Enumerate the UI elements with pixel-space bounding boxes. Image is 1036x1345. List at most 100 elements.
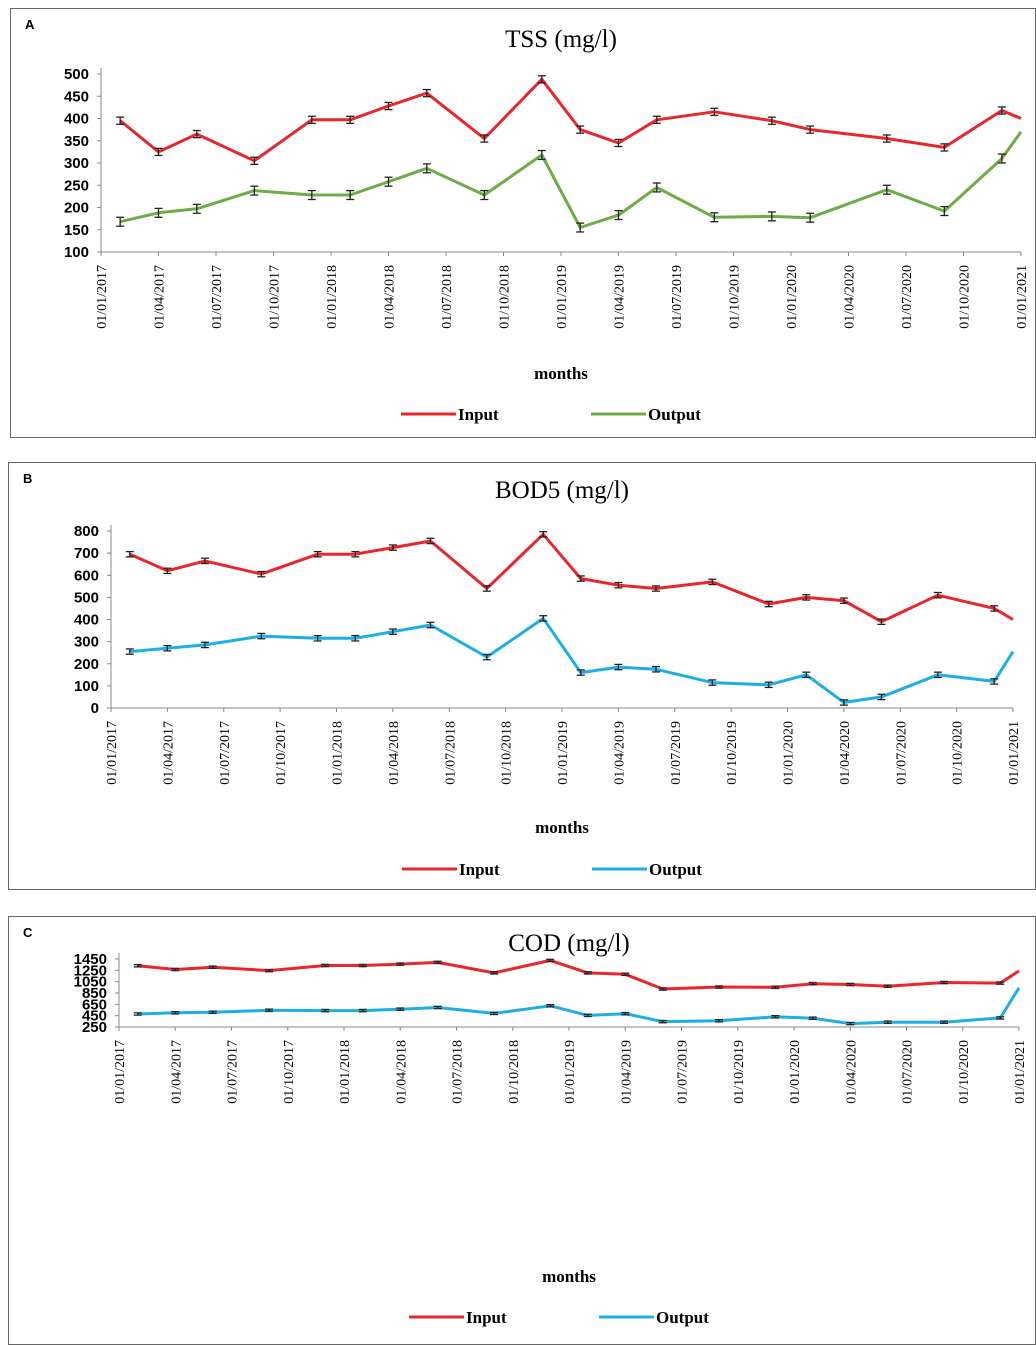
error-bar bbox=[877, 693, 886, 701]
error-bar bbox=[877, 618, 886, 626]
error-bar bbox=[652, 182, 661, 193]
x-tick-label: 01/10/2018 bbox=[507, 1040, 522, 1104]
error-bar bbox=[808, 1016, 817, 1020]
error-bar bbox=[265, 1008, 273, 1013]
x-tick-label: 01/01/2018 bbox=[331, 721, 346, 785]
error-bar bbox=[996, 981, 1005, 985]
x-tick-label: 01/04/2018 bbox=[383, 265, 398, 329]
chart-title: TSS (mg/l) bbox=[505, 26, 617, 53]
x-tick-label: 01/01/2019 bbox=[556, 721, 571, 785]
x-tick-label: 01/10/2017 bbox=[282, 1040, 297, 1104]
y-tick-label: 250 bbox=[82, 1019, 107, 1036]
error-bar bbox=[422, 88, 431, 98]
x-tick-label: 01/07/2020 bbox=[900, 265, 915, 329]
error-bar bbox=[846, 1021, 855, 1026]
error-bar bbox=[539, 615, 548, 622]
y-tick-label: 600 bbox=[74, 567, 99, 584]
legend-label: Input bbox=[459, 860, 500, 879]
error-bar bbox=[154, 207, 163, 218]
error-bar bbox=[651, 585, 660, 592]
error-bar bbox=[171, 967, 180, 972]
error-bar bbox=[614, 581, 623, 589]
error-bar bbox=[125, 648, 134, 655]
error-bar bbox=[658, 987, 667, 991]
error-bar bbox=[583, 1013, 592, 1018]
error-bar bbox=[614, 663, 623, 671]
legend-label: Output bbox=[656, 1308, 709, 1327]
y-tick-label: 100 bbox=[74, 678, 99, 695]
series-line bbox=[129, 616, 1015, 704]
error-bar bbox=[388, 628, 397, 635]
x-tick-label: 01/07/2019 bbox=[670, 265, 685, 329]
legend-label: Output bbox=[648, 405, 701, 424]
error-bar bbox=[433, 960, 442, 965]
error-bar bbox=[208, 965, 217, 969]
error-bar bbox=[839, 597, 848, 604]
error-bar bbox=[346, 189, 355, 201]
error-bar bbox=[116, 116, 125, 125]
error-bar bbox=[133, 1012, 142, 1016]
error-bar bbox=[163, 567, 172, 575]
x-tick-label: 01/07/2019 bbox=[676, 1040, 691, 1104]
error-bar bbox=[426, 537, 435, 545]
y-tick-label: 700 bbox=[74, 545, 99, 562]
error-bar bbox=[490, 1011, 498, 1016]
error-bar bbox=[576, 222, 585, 233]
error-bar bbox=[576, 669, 585, 676]
y-tick-label: 650 bbox=[82, 996, 107, 1013]
error-bar bbox=[715, 1018, 723, 1023]
error-bar bbox=[771, 1015, 780, 1019]
y-tick-label: 500 bbox=[74, 589, 99, 606]
error-bar bbox=[621, 1011, 630, 1016]
error-bar bbox=[388, 544, 397, 551]
error-bar bbox=[154, 147, 163, 157]
x-tick-label: 01/01/2018 bbox=[338, 1040, 353, 1104]
panel-label: B bbox=[23, 471, 32, 486]
error-bar bbox=[651, 665, 660, 673]
error-bar bbox=[358, 1008, 367, 1013]
error-bar bbox=[710, 107, 719, 117]
error-bar bbox=[265, 968, 273, 973]
error-bar bbox=[426, 621, 435, 629]
error-bar bbox=[163, 644, 172, 652]
y-tick-label: 1050 bbox=[74, 974, 107, 991]
error-bar bbox=[708, 578, 717, 586]
y-tick-label: 450 bbox=[82, 1008, 107, 1025]
error-bar bbox=[321, 963, 330, 968]
x-tick-label: 01/01/2020 bbox=[785, 265, 800, 329]
error-bar bbox=[422, 163, 431, 174]
x-tick-label: 01/10/2019 bbox=[725, 721, 740, 785]
error-bar bbox=[200, 641, 209, 649]
error-bar bbox=[250, 156, 259, 165]
error-bar bbox=[764, 600, 773, 608]
x-axis-label: months bbox=[542, 1267, 596, 1286]
x-tick-label: 01/01/2017 bbox=[113, 1040, 128, 1104]
legend-label: Output bbox=[649, 860, 702, 879]
chart-title: COD (mg/l) bbox=[508, 930, 630, 957]
x-tick-label: 01/04/2020 bbox=[843, 265, 858, 329]
y-tick-label: 450 bbox=[64, 88, 89, 105]
error-bar bbox=[802, 671, 811, 679]
x-tick-label: 01/07/2017 bbox=[226, 1040, 241, 1104]
panel-label: A bbox=[25, 17, 35, 32]
x-tick-label: 01/07/2018 bbox=[440, 265, 455, 329]
error-bar bbox=[996, 1016, 1005, 1020]
error-bar bbox=[710, 212, 719, 223]
y-tick-label: 250 bbox=[64, 177, 89, 194]
error-bar bbox=[358, 963, 367, 968]
error-bar bbox=[490, 971, 498, 975]
x-tick-label: 01/07/2020 bbox=[894, 721, 909, 785]
x-tick-label: 01/04/2019 bbox=[619, 1040, 634, 1104]
error-bar bbox=[576, 575, 585, 582]
x-tick-label: 01/07/2019 bbox=[669, 721, 684, 785]
error-bar bbox=[767, 211, 776, 222]
error-bar bbox=[808, 981, 817, 986]
error-bar bbox=[250, 185, 259, 196]
y-tick-label: 150 bbox=[64, 222, 89, 239]
error-bar bbox=[351, 550, 360, 558]
panel-label: C bbox=[23, 925, 33, 940]
x-tick-label: 01/10/2018 bbox=[498, 265, 513, 329]
error-bar bbox=[715, 985, 723, 989]
x-tick-label: 01/04/2020 bbox=[844, 1040, 859, 1104]
